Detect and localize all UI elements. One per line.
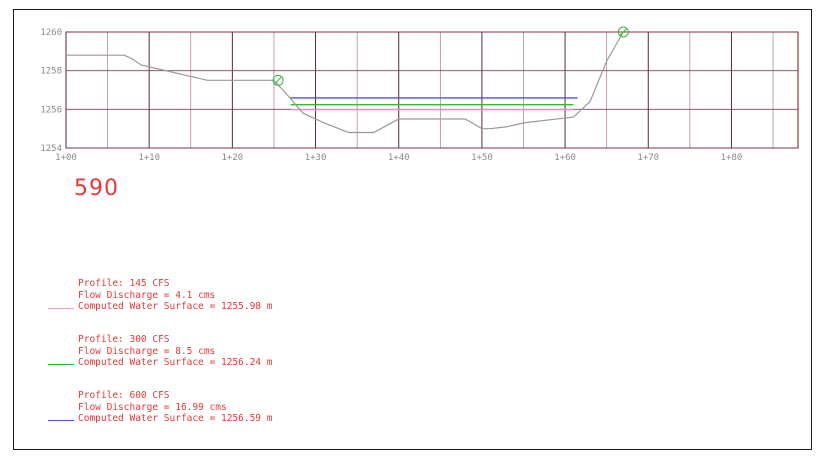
legend-swatch [48, 420, 74, 421]
drawing-frame: 1260 1258 1256 1254 1+00 1+10 1+20 1+30 1+40 1+50… [13, 9, 812, 450]
legend-profile-label: Profile: 145 CFS [78, 278, 170, 289]
x-tick-label: 1+40 [388, 153, 410, 163]
x-tick-label: 1+70 [637, 153, 659, 163]
x-tick-label: 1+10 [138, 153, 160, 163]
legend-flow-label: Flow Discharge = 4.1 cms [78, 289, 216, 301]
legend-swatch [48, 364, 74, 365]
x-tick-label: 1+50 [471, 153, 493, 163]
legend-entry-600cfs: Profile: 600 CFS Flow Discharge = 16.99 … [48, 390, 273, 425]
legend-flow-label: Flow Discharge = 16.99 cms [78, 401, 227, 413]
bank-station-marker [272, 74, 284, 86]
x-tick-label: 1+30 [305, 153, 327, 163]
x-tick-label: 1+80 [721, 153, 743, 163]
bank-station-marker-tick [274, 76, 282, 85]
y-tick-label: 1258 [40, 67, 62, 77]
legend-wse-label: Computed Water Surface = 1256.24 m [78, 357, 273, 368]
x-tick-label: 1+20 [222, 153, 244, 163]
station-number: 590 [74, 176, 119, 201]
legend-flow-label: Flow Discharge = 8.5 cms [78, 345, 216, 357]
bank-station-marker [617, 26, 629, 38]
y-tick-label: 1260 [40, 28, 62, 38]
y-tick-label: 1256 [40, 105, 62, 115]
legend-entry-300cfs: Profile: 300 CFS Flow Discharge = 8.5 cm… [48, 334, 273, 369]
x-tick-label: 1+60 [554, 153, 576, 163]
x-tick-label: 1+00 [55, 153, 77, 163]
plot-border [65, 31, 799, 149]
legend-profile-label: Profile: 300 CFS [78, 334, 170, 345]
legend-wse-label: Computed Water Surface = 1256.59 m [78, 413, 273, 424]
legend-swatch [48, 308, 74, 309]
legend-entry-145cfs: Profile: 145 CFS Flow Discharge = 4.1 cm… [48, 278, 273, 313]
legend-profile-label: Profile: 600 CFS [78, 390, 170, 401]
legend-wse-label: Computed Water Surface = 1255.98 m [78, 301, 273, 312]
bank-station-marker-tick [619, 28, 628, 36]
ground-profile-line [66, 31, 624, 134]
y-tick-label: 1254 [40, 144, 62, 154]
